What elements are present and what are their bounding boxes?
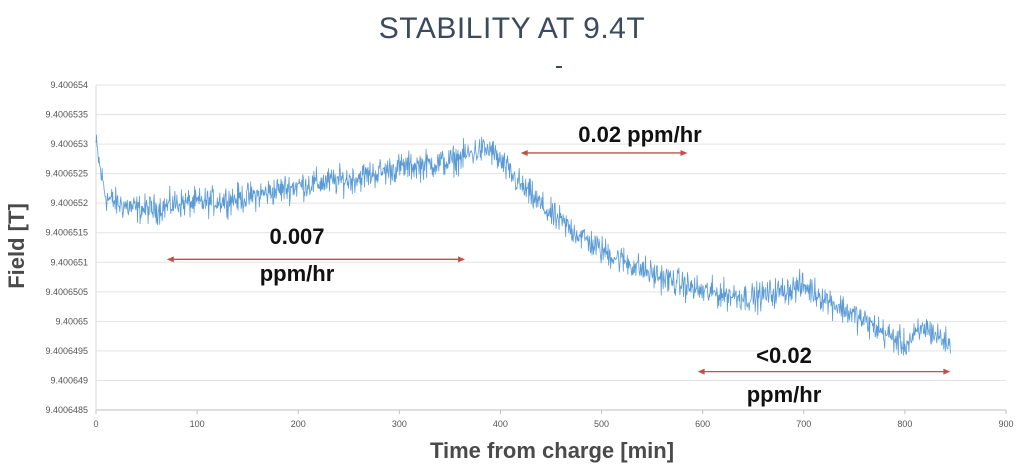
- annotations: 0.007 ppm/hr 0.02 ppm/hr <0.02 ppm/hr: [166, 122, 951, 407]
- x-tick-label: 600: [695, 419, 710, 429]
- y-tick-label: 9.400653: [50, 139, 88, 149]
- title-underline-mark: [556, 66, 562, 68]
- arrowhead-right: [680, 149, 688, 156]
- arrowhead-right: [943, 368, 951, 375]
- x-tick-label: 800: [897, 419, 912, 429]
- y-tick-label: 9.4006485: [45, 405, 88, 415]
- y-tick-label: 9.400652: [50, 198, 88, 208]
- y-tick-label: 9.4006495: [45, 346, 88, 356]
- y-tick-label: 9.4006525: [45, 169, 88, 179]
- arrowhead-left: [697, 368, 705, 375]
- annotation-text: ppm/hr: [747, 382, 822, 407]
- y-tick-label: 9.4006535: [45, 110, 88, 120]
- annotation-text: <0.02: [756, 343, 812, 368]
- annotation-text: 0.007: [269, 224, 324, 249]
- x-tick-label: 0: [93, 419, 98, 429]
- series-group: [95, 134, 951, 356]
- y-tick-label: 9.40065: [55, 316, 88, 326]
- chart-title: STABILITY AT 9.4T: [378, 12, 646, 45]
- arrowhead-left: [166, 256, 174, 263]
- series-line: [95, 134, 951, 356]
- y-tick-label: 9.4006515: [45, 228, 88, 238]
- y-tick-label: 9.4006505: [45, 287, 88, 297]
- x-tick-label: 300: [392, 419, 407, 429]
- y-tick-label: 9.400649: [50, 375, 88, 385]
- annotation-text: ppm/hr: [260, 261, 335, 286]
- y-tick-labels: 9.400654 9.4006535 9.400653 9.4006525 9.4006…: [45, 80, 88, 415]
- arrowhead-right: [458, 256, 466, 263]
- y-tick-label: 9.400654: [50, 80, 88, 90]
- x-axis-label: Time from charge [min]: [430, 438, 674, 463]
- y-tick-label: 9.400651: [50, 257, 88, 267]
- x-tick-labels: 0 100 200 300 400 500 600 700 800 900: [93, 419, 1013, 429]
- annotation-text: 0.02 ppm/hr: [578, 122, 702, 147]
- x-tick-label: 900: [998, 419, 1013, 429]
- y-axis-label: Field [T]: [4, 203, 29, 289]
- x-tick-label: 500: [594, 419, 609, 429]
- x-tick-label: 700: [796, 419, 811, 429]
- x-tick-label: 400: [493, 419, 508, 429]
- x-tick-label: 100: [190, 419, 205, 429]
- arrowhead-left: [520, 149, 528, 156]
- x-tick-label: 200: [291, 419, 306, 429]
- grid: [95, 84, 1007, 414]
